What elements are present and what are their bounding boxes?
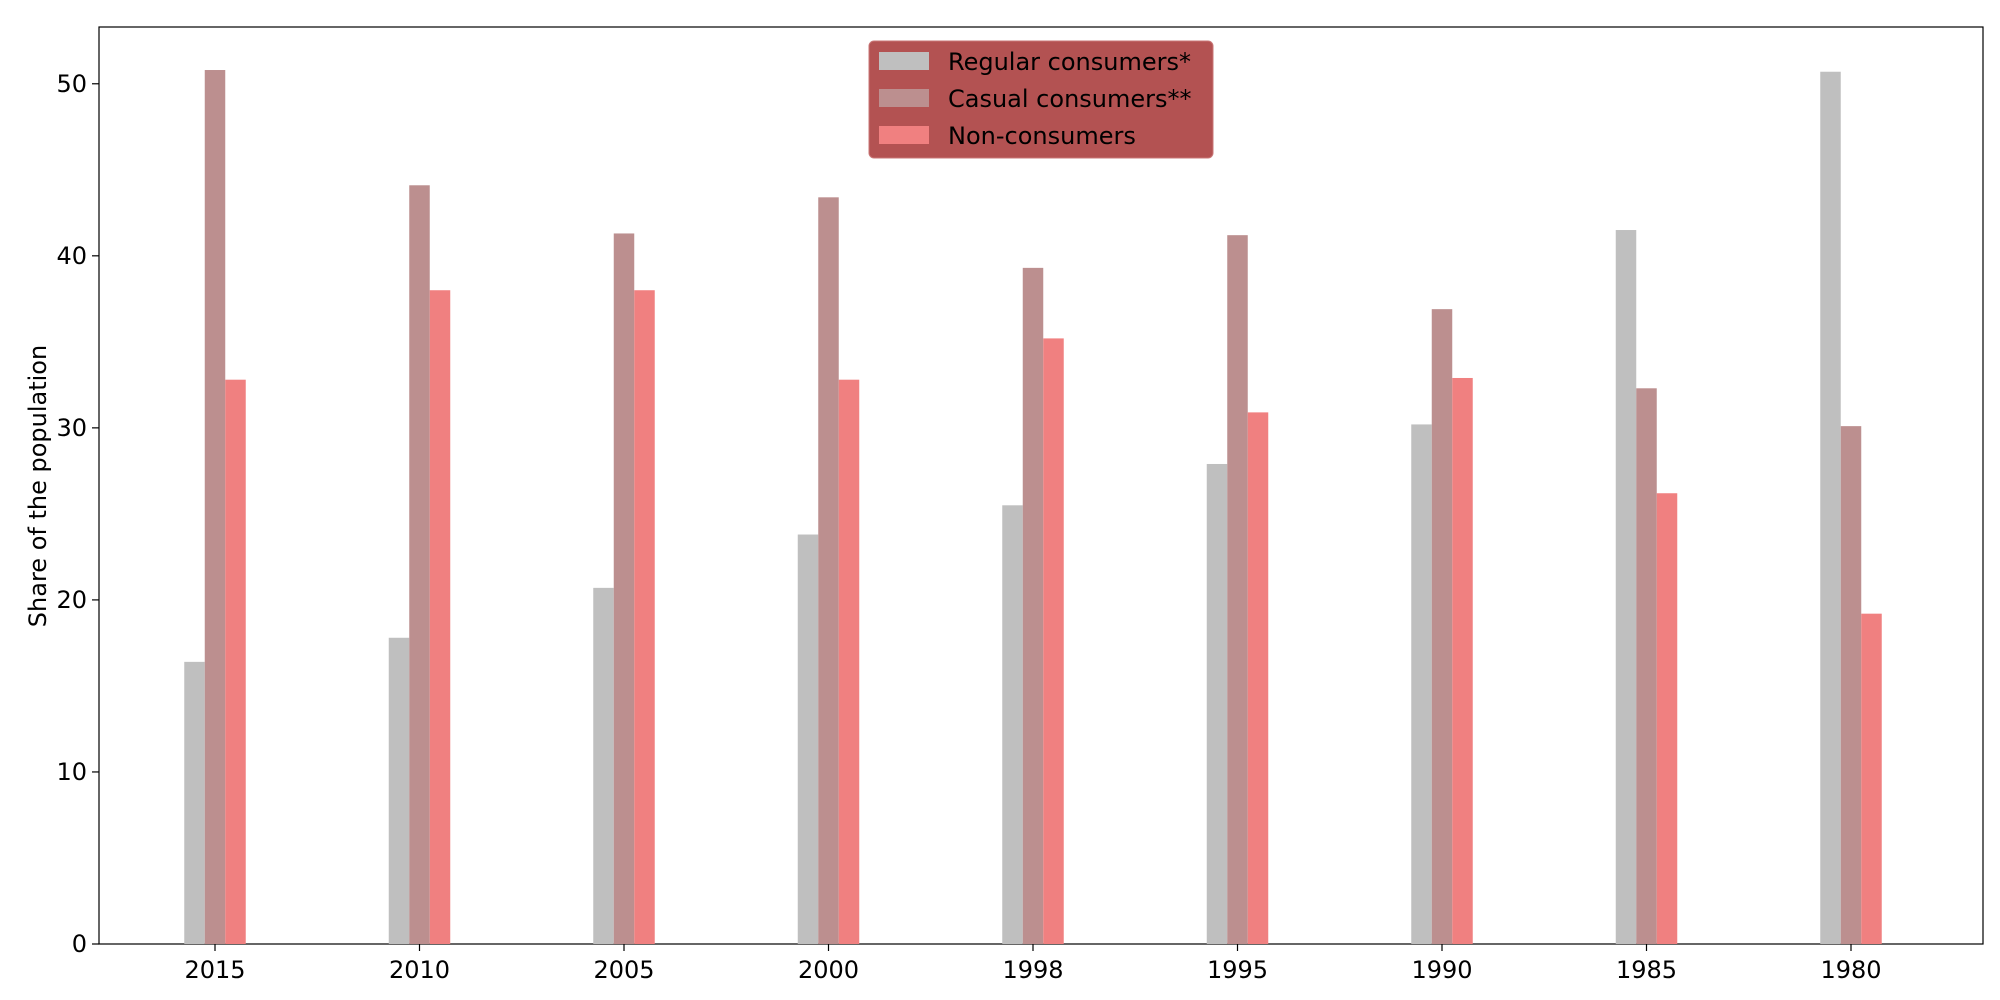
bar-series3-2010 — [429, 290, 451, 945]
legend-label: Non-consumers — [948, 122, 1136, 150]
x-tick-label: 1980 — [1820, 956, 1881, 984]
legend-label: Regular consumers* — [948, 48, 1191, 76]
y-tick-label: 0 — [72, 930, 87, 958]
bar-series2-1998 — [1022, 267, 1044, 944]
y-tick-label: 20 — [56, 586, 87, 614]
y-tick-label: 10 — [56, 758, 87, 786]
y-axis-label: Share of the population — [24, 345, 52, 627]
bar-series2-2005 — [613, 233, 635, 944]
bar-series2-1980 — [1840, 426, 1862, 944]
bar-series3-1998 — [1043, 338, 1064, 944]
bar-series1-1995 — [1206, 463, 1228, 944]
y-tick-label: 40 — [56, 242, 87, 270]
bar-series2-1990 — [1431, 309, 1453, 944]
bar-series1-2010 — [388, 637, 410, 944]
bar-series3-1980 — [1861, 613, 1882, 944]
x-axis-ticks: 2015 2010 2005 2000 1998 1995 1990 1985 1980 — [184, 944, 1882, 984]
bar-series2-2000 — [818, 197, 839, 944]
bar-series3-2000 — [838, 379, 860, 944]
bar-series1-2015 — [184, 661, 205, 944]
bar-series3-1995 — [1247, 412, 1269, 944]
legend-swatch — [879, 89, 929, 107]
bar-series1-1998 — [1002, 505, 1023, 944]
bar-series1-2005 — [593, 587, 614, 944]
bar-series3-2005 — [634, 290, 655, 945]
bar-series1-1990 — [1411, 424, 1432, 944]
y-axis-ticks: 0 10 20 30 40 50 — [56, 70, 99, 958]
x-tick-label: 1998 — [1002, 956, 1063, 984]
bar-series3-1985 — [1656, 493, 1678, 944]
bars-layer — [184, 70, 1882, 945]
bar-series1-1985 — [1615, 230, 1637, 944]
bar-series1-1980 — [1820, 71, 1841, 945]
y-tick-label: 50 — [56, 70, 87, 98]
bar-series2-2010 — [409, 185, 430, 944]
x-tick-label: 2005 — [593, 956, 654, 984]
x-tick-label: 2010 — [389, 956, 450, 984]
legend: Regular consumers* Casual consumers** Non-… — [868, 40, 1214, 159]
bar-series1-2000 — [797, 534, 819, 944]
legend-label: Casual consumers** — [948, 85, 1192, 113]
x-tick-label: 2000 — [798, 956, 859, 984]
y-tick-label: 30 — [56, 414, 87, 442]
bar-series2-1985 — [1636, 388, 1657, 944]
x-tick-label: 1990 — [1411, 956, 1472, 984]
legend-swatch — [879, 126, 929, 144]
legend-box — [868, 40, 1214, 159]
bar-series2-1995 — [1227, 235, 1248, 945]
x-tick-label: 1985 — [1616, 956, 1677, 984]
bar-series3-1990 — [1452, 377, 1473, 945]
bar-series2-2015 — [204, 70, 226, 944]
x-tick-label: 1995 — [1207, 956, 1268, 984]
x-tick-label: 2015 — [184, 956, 245, 984]
bar-series3-2015 — [225, 379, 246, 944]
legend-swatch — [879, 52, 929, 70]
